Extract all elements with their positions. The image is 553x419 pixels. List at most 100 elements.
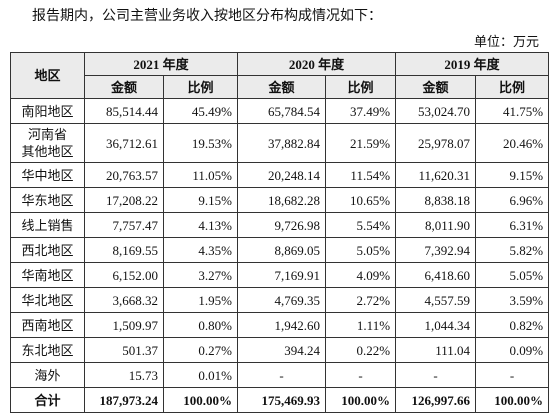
value-cell: 4,769.35: [237, 287, 327, 313]
data-row: 华南地区 6,152.00 3.27% 7,169.91 4.09% 6,418.60 5.…: [10, 262, 550, 288]
value-cell: 9,726.98: [237, 212, 327, 238]
value-cell: 0.01%: [162, 362, 239, 388]
data-row: 线上销售 7,757.47 4.13% 9,726.98 5.54% 8,011.90 6.…: [10, 212, 550, 238]
total-cell: 100.00%: [325, 387, 397, 413]
value-cell: 4.13%: [162, 212, 239, 238]
value-cell: 4.09%: [325, 262, 397, 288]
subheader: 比例: [162, 75, 239, 99]
value-cell: 1,942.60: [237, 312, 327, 338]
data-row: 西南地区 1,509.97 0.80% 1,942.60 1.11% 1,044.34 0.…: [10, 312, 550, 338]
value-cell: 7,757.47: [84, 212, 164, 238]
data-row: 东北地区 501.37 0.27% 394.24 0.22% 111.04 0.09%: [10, 337, 550, 363]
subheader: 金额: [84, 75, 164, 99]
value-cell: 7,169.91: [237, 262, 327, 288]
value-cell: 45.49%: [162, 98, 239, 124]
total-label: 合计: [10, 387, 85, 413]
value-cell: 11,620.31: [395, 162, 477, 188]
year-header: 2019 年度: [395, 52, 550, 76]
region-header: 地区: [10, 52, 85, 99]
value-cell: 37,882.84: [237, 123, 327, 163]
data-row: 河南省 其他地区 36,712.61 19.53% 37,882.84 21.59% 25…: [10, 123, 550, 163]
value-cell: 111.04: [395, 337, 477, 363]
total-cell: 187,973.24: [84, 387, 164, 413]
value-cell: 501.37: [84, 337, 164, 363]
value-cell: 6,418.60: [395, 262, 477, 288]
data-row: 海外 15.73 0.01% - - - -: [10, 362, 550, 388]
value-cell: 2.72%: [325, 287, 397, 313]
total-cell: 100.00%: [475, 387, 550, 413]
value-cell: -: [237, 362, 327, 388]
value-cell: -: [395, 362, 477, 388]
header-row: 地区 2021 年度 2020 年度 2019 年度: [10, 52, 550, 99]
value-cell: 6.31%: [475, 212, 550, 238]
total-cell: 100.00%: [162, 387, 239, 413]
value-cell: 7,392.94: [395, 237, 477, 263]
value-cell: 3,668.32: [84, 287, 164, 313]
value-cell: 25,978.07: [395, 123, 477, 163]
value-cell: 37.49%: [325, 98, 397, 124]
value-cell: 3.27%: [162, 262, 239, 288]
data-row: 华中地区 20,763.57 11.05% 20,248.14 11.54% 11,620…: [10, 162, 550, 188]
value-cell: 9.15%: [162, 187, 239, 213]
value-cell: 0.27%: [162, 337, 239, 363]
region-cell: 华北地区: [10, 287, 85, 313]
subheader: 比例: [325, 75, 397, 99]
subheader: 金额: [395, 75, 477, 99]
value-cell: 20.46%: [475, 123, 550, 163]
total-cell: 175,469.93: [237, 387, 327, 413]
value-cell: 0.80%: [162, 312, 239, 338]
value-cell: -: [475, 362, 550, 388]
value-cell: 6.96%: [475, 187, 550, 213]
value-cell: 11.05%: [162, 162, 239, 188]
total-row: 合计 187,973.24 100.00% 175,469.93 100.00% 126,…: [10, 387, 550, 413]
region-cell: 海外: [10, 362, 85, 388]
value-cell: 1.95%: [162, 287, 239, 313]
region-revenue-table: 地区 2021 年度 2020 年度 2019 年度 金额 比例 金额 比例 金额 比例 南阳地区…: [10, 52, 550, 413]
value-cell: 85,514.44: [84, 98, 164, 124]
year-header: 2020 年度: [237, 52, 397, 76]
region-cell: 华东地区: [10, 187, 85, 213]
data-row: 南阳地区 85,514.44 45.49% 65,784.54 37.49% 53,024…: [10, 98, 550, 124]
value-cell: 4.35%: [162, 237, 239, 263]
year-header: 2021 年度: [83, 52, 239, 76]
intro-text: 报告期内，公司主营业务收入按地区分布构成情况如下：: [32, 9, 382, 24]
value-cell: 19.53%: [162, 123, 239, 163]
value-cell: 65,784.54: [237, 98, 327, 124]
value-cell: -: [325, 362, 397, 388]
region-cell: 南阳地区: [10, 98, 85, 124]
total-cell: 126,997.66: [395, 387, 477, 413]
unit-text: 单位：万元: [473, 34, 539, 49]
value-cell: 0.22%: [325, 337, 397, 363]
region-cell: 线上销售: [10, 212, 85, 238]
region-cell: 东北地区: [10, 337, 85, 363]
value-cell: 5.05%: [475, 262, 550, 288]
value-cell: 15.73: [84, 362, 164, 388]
subheader: 比例: [475, 75, 550, 99]
value-cell: 6,152.00: [84, 262, 164, 288]
data-row: 华东地区 17,208.22 9.15% 18,682.28 10.65% 8,838.1…: [10, 187, 550, 213]
value-cell: 18,682.28: [237, 187, 327, 213]
value-cell: 4,557.59: [395, 287, 477, 313]
value-cell: 5.05%: [325, 237, 397, 263]
subheader-row: 金额 比例 金额 比例 金额 比例: [11, 75, 550, 99]
subheader: 金额: [237, 75, 327, 99]
region-cell: 华南地区: [10, 262, 85, 288]
region-cell: 西北地区: [10, 237, 85, 263]
value-cell: 17,208.22: [84, 187, 164, 213]
value-cell: 8,011.90: [395, 212, 477, 238]
table-header: 地区 2021 年度 2020 年度 2019 年度 金额 比例 金额 比例 金额 比例: [10, 52, 550, 99]
value-cell: 41.75%: [475, 98, 550, 124]
value-cell: 10.65%: [325, 187, 397, 213]
value-cell: 21.59%: [325, 123, 397, 163]
value-cell: 3.59%: [475, 287, 550, 313]
region-cell: 西南地区: [10, 312, 85, 338]
value-cell: 53,024.70: [395, 98, 477, 124]
data-row: 华北地区 3,668.32 1.95% 4,769.35 2.72% 4,557.59 3.…: [10, 287, 550, 313]
value-cell: 1,044.34: [395, 312, 477, 338]
value-cell: 8,869.05: [237, 237, 327, 263]
value-cell: 8,169.55: [84, 237, 164, 263]
value-cell: 8,838.18: [395, 187, 477, 213]
value-cell: 5.82%: [475, 237, 550, 263]
value-cell: 9.15%: [475, 162, 550, 188]
